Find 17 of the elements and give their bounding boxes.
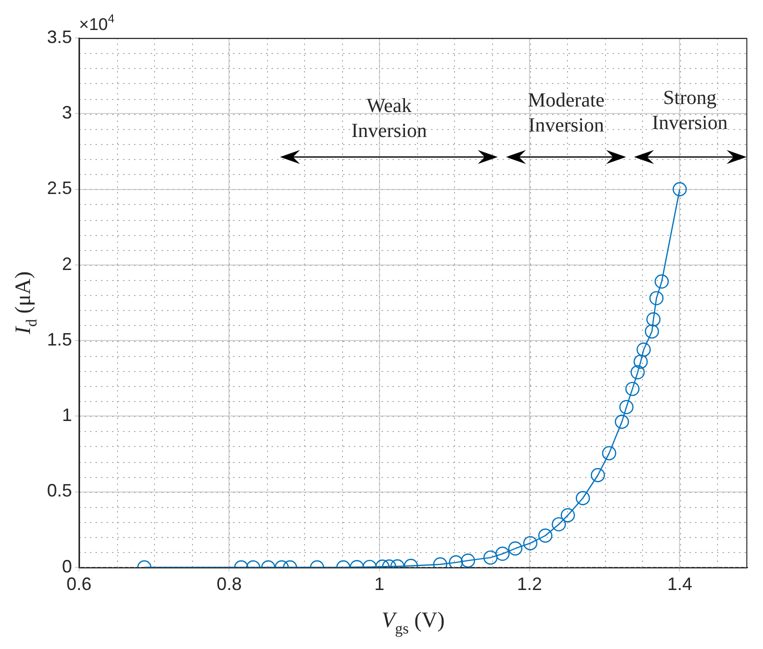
y-tick-label: 0 xyxy=(62,556,72,576)
y-tick-label: 1 xyxy=(62,405,72,426)
y-tick-label: 0.5 xyxy=(46,480,72,501)
annotation: Weak Inversion xyxy=(351,94,427,142)
y-tick-label: 2 xyxy=(62,254,72,274)
y-tick-label: 3.5 xyxy=(46,26,72,47)
x-tick-label: 1 xyxy=(374,574,384,594)
y-tick-label: 2.5 xyxy=(46,178,72,198)
x-tick-label: 0.8 xyxy=(216,574,242,594)
y-tick-label: 1.5 xyxy=(46,329,72,350)
y-tick-label: 3 xyxy=(62,102,72,123)
x-tick-label: 0.6 xyxy=(66,574,92,594)
x-tick-label: 1.4 xyxy=(667,574,692,594)
y-axis-title: Id (μA) xyxy=(10,271,41,336)
annotation: Strong Inversion xyxy=(652,86,728,134)
annotation: Moderate Inversion xyxy=(528,90,605,137)
x-tick-label: 1.2 xyxy=(517,574,542,594)
